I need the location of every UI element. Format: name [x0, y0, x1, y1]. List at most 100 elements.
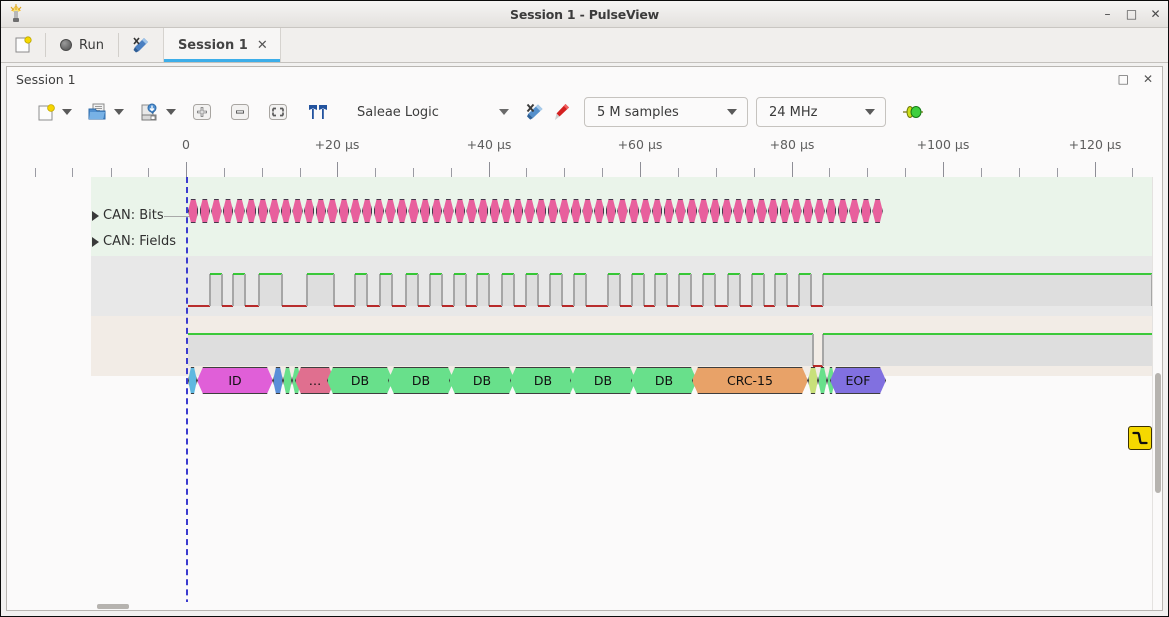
- can-bit-annotation[interactable]: [466, 199, 476, 223]
- can-field-db[interactable]: DB: [510, 367, 576, 394]
- configure-device-button[interactable]: [522, 99, 548, 125]
- can-field-db[interactable]: DB: [327, 367, 393, 394]
- can-bit-annotation[interactable]: [490, 199, 500, 223]
- can-bit-annotation[interactable]: [814, 199, 824, 223]
- can-bit-annotation[interactable]: [617, 199, 627, 223]
- can-bit-annotation[interactable]: [524, 199, 534, 223]
- can-bit-annotation[interactable]: [571, 199, 581, 223]
- can-bit-annotation[interactable]: [432, 199, 442, 223]
- can-field-segment[interactable]: [188, 367, 197, 394]
- can-bit-annotation[interactable]: [664, 199, 674, 223]
- can-bit-annotation[interactable]: [223, 199, 233, 223]
- can-bit-annotation[interactable]: [420, 199, 430, 223]
- can-bit-annotation[interactable]: [374, 199, 384, 223]
- can-bits-expander[interactable]: [92, 211, 99, 221]
- can-field-segment[interactable]: [283, 367, 292, 394]
- can-field-crc-15[interactable]: CRC-15: [692, 367, 808, 394]
- can-bit-annotation[interactable]: [234, 199, 244, 223]
- can-bit-annotation[interactable]: [304, 199, 314, 223]
- can-bit-annotation[interactable]: [826, 199, 836, 223]
- timeline-ruler[interactable]: [7, 133, 1162, 177]
- subwindow-maximize-button[interactable]: □: [1117, 72, 1129, 86]
- can-bit-annotation[interactable]: [316, 199, 326, 223]
- can-field-segment[interactable]: [818, 367, 827, 394]
- can-bit-annotation[interactable]: [548, 199, 558, 223]
- save-file-button[interactable]: [137, 99, 163, 125]
- can-bit-annotation[interactable]: [258, 199, 268, 223]
- falling-edge-trigger-marker[interactable]: [1128, 426, 1152, 450]
- can-bit-annotation[interactable]: [722, 199, 732, 223]
- zoom-in-button[interactable]: [189, 99, 215, 125]
- can-field-id[interactable]: ID: [197, 367, 273, 394]
- can-field-db[interactable]: DB: [631, 367, 697, 394]
- new-file-button[interactable]: [33, 99, 59, 125]
- show-cursors-button[interactable]: [305, 99, 331, 125]
- tab-session-1[interactable]: Session 1 ✕: [162, 28, 281, 62]
- time-cursor[interactable]: [186, 177, 188, 610]
- can-field-segment[interactable]: [808, 367, 818, 394]
- horizontal-scrollbar-thumb[interactable]: [97, 604, 129, 609]
- can-bit-annotation[interactable]: [536, 199, 546, 223]
- can-bit-annotation[interactable]: [687, 199, 697, 223]
- can-bit-annotation[interactable]: [269, 199, 279, 223]
- can-bit-annotation[interactable]: [408, 199, 418, 223]
- vertical-scrollbar-thumb[interactable]: [1155, 373, 1161, 493]
- can-bit-annotation[interactable]: [710, 199, 720, 223]
- tab-close-icon[interactable]: ✕: [256, 37, 268, 53]
- can-field-segment[interactable]: [273, 367, 283, 394]
- can-bit-annotation[interactable]: [501, 199, 511, 223]
- device-selector[interactable]: Saleae Logic: [355, 99, 518, 125]
- can-bit-annotation[interactable]: [582, 199, 592, 223]
- can-fields-expander[interactable]: [92, 237, 99, 247]
- can-bit-annotation[interactable]: [780, 199, 790, 223]
- new-file-dropdown[interactable]: [59, 99, 74, 125]
- save-file-dropdown[interactable]: [163, 99, 178, 125]
- can-bit-annotation[interactable]: [838, 199, 848, 223]
- sample-count-selector[interactable]: 5 M samples: [584, 97, 748, 127]
- can-bit-annotation[interactable]: [594, 199, 604, 223]
- can-bit-annotation[interactable]: [745, 199, 755, 223]
- can-bit-annotation[interactable]: [849, 199, 859, 223]
- can-bit-annotation[interactable]: [478, 199, 488, 223]
- can-bit-annotation[interactable]: [188, 199, 198, 223]
- can-bit-annotation[interactable]: [211, 199, 221, 223]
- can-bit-annotation[interactable]: [733, 199, 743, 223]
- can-bit-annotation[interactable]: [350, 199, 360, 223]
- run-button[interactable]: Run: [46, 28, 118, 62]
- can-bit-annotation[interactable]: [606, 199, 616, 223]
- can-bit-annotation[interactable]: [455, 199, 465, 223]
- can-bit-annotation[interactable]: [803, 199, 813, 223]
- minimize-button[interactable]: –: [1104, 7, 1111, 21]
- decoder-wizard-button[interactable]: [119, 28, 163, 62]
- can-bit-annotation[interactable]: [768, 199, 778, 223]
- can-bit-annotation[interactable]: [861, 199, 871, 223]
- can-bit-annotation[interactable]: [397, 199, 407, 223]
- close-button[interactable]: ✕: [1150, 7, 1161, 21]
- can-bit-annotation[interactable]: [281, 199, 291, 223]
- vertical-scrollbar[interactable]: [1152, 177, 1162, 610]
- sample-rate-selector[interactable]: 24 MHz: [756, 97, 886, 127]
- can-bit-annotation[interactable]: [675, 199, 685, 223]
- zoom-out-button[interactable]: [227, 99, 253, 125]
- open-file-dropdown[interactable]: [111, 99, 126, 125]
- maximize-button[interactable]: □: [1125, 7, 1138, 21]
- can-bit-annotation[interactable]: [791, 199, 801, 223]
- can-bit-annotation[interactable]: [443, 199, 453, 223]
- can-bit-annotation[interactable]: [698, 199, 708, 223]
- can-bit-annotation[interactable]: [559, 199, 569, 223]
- trace-view[interactable]: CAN: Bits CAN: Fields CAN RX TX ID…DBDBD…: [7, 133, 1162, 610]
- can-bit-annotation[interactable]: [629, 199, 639, 223]
- can-bit-annotation[interactable]: [756, 199, 766, 223]
- can-field-eof[interactable]: EOF: [830, 367, 886, 394]
- can-bit-annotation[interactable]: [640, 199, 650, 223]
- can-bit-annotation[interactable]: [339, 199, 349, 223]
- can-field-db[interactable]: DB: [570, 367, 636, 394]
- can-bit-annotation[interactable]: [872, 199, 882, 223]
- can-field-db[interactable]: DB: [388, 367, 454, 394]
- can-bit-annotation[interactable]: [513, 199, 523, 223]
- can-bit-annotation[interactable]: [327, 199, 337, 223]
- can-bit-annotation[interactable]: [246, 199, 256, 223]
- horizontal-scrollbar[interactable]: [91, 602, 1152, 610]
- can-bit-annotation[interactable]: [385, 199, 395, 223]
- can-bit-annotation[interactable]: [292, 199, 302, 223]
